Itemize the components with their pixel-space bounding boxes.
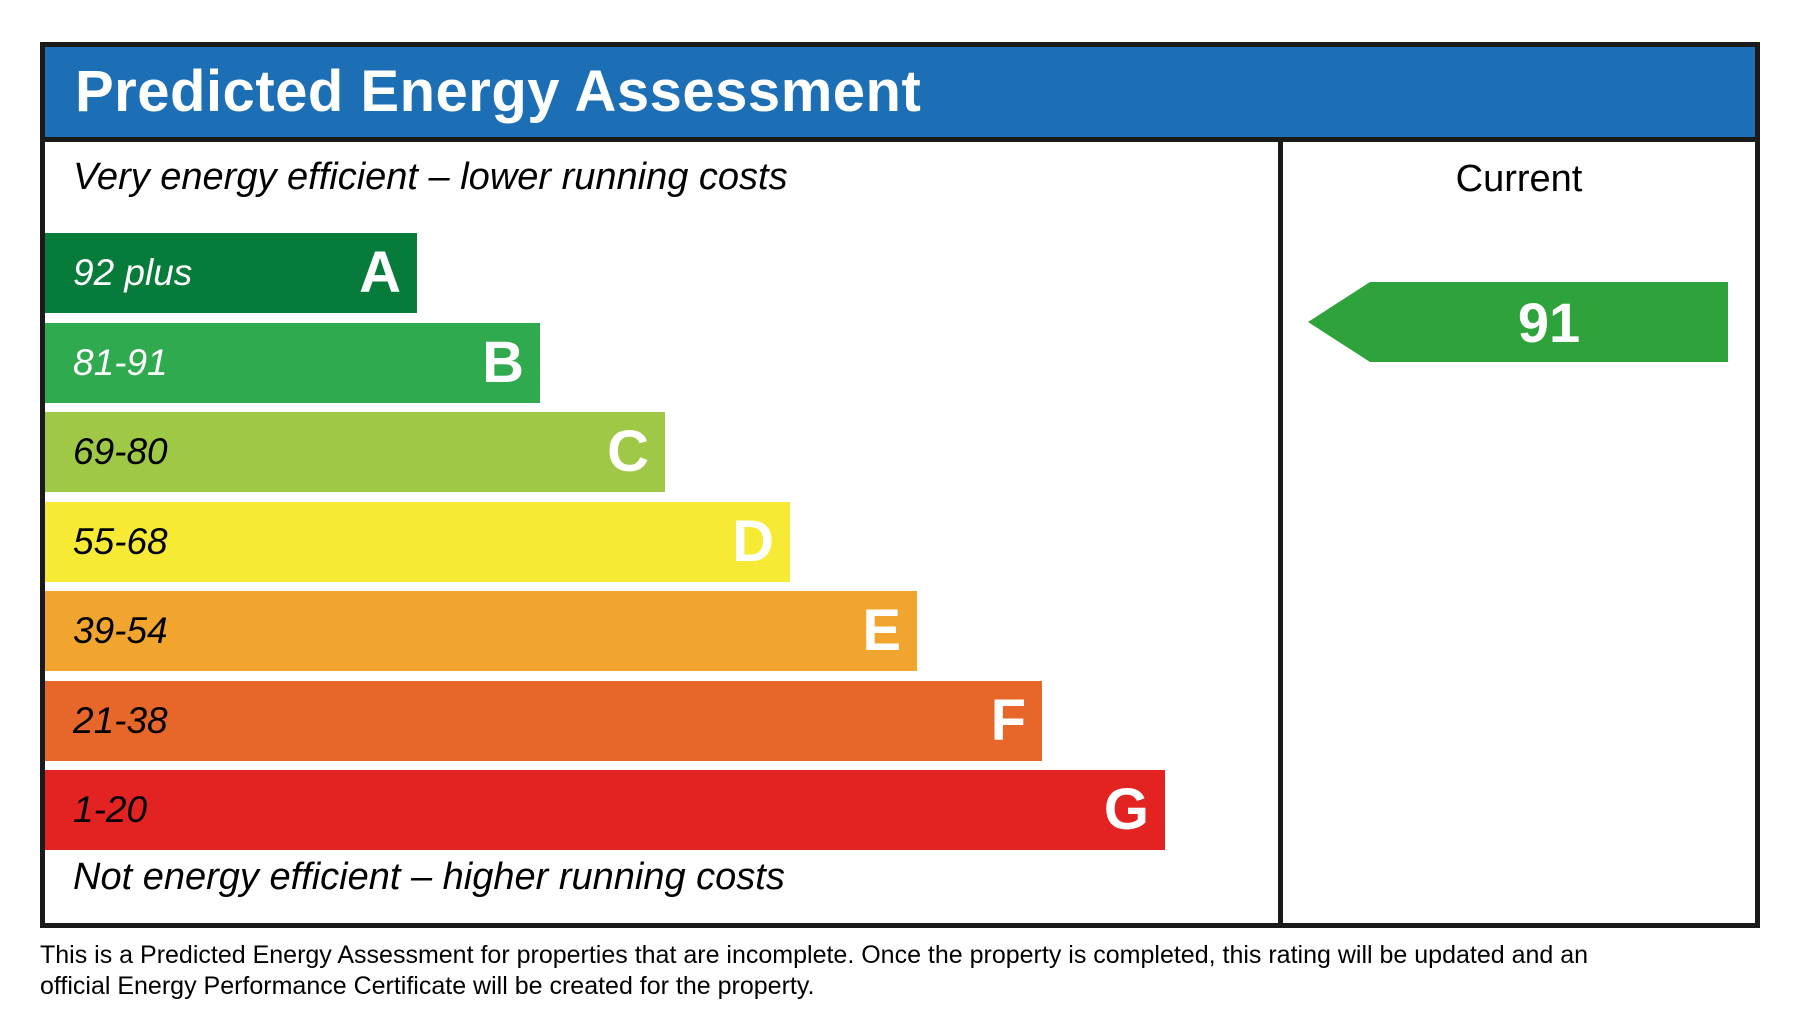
- band-letter: A: [359, 240, 401, 305]
- top-efficiency-label: Very energy efficient – lower running co…: [73, 156, 788, 198]
- band-range-label: 55-68: [73, 521, 168, 562]
- rating-band-e: 39-54 E: [45, 591, 917, 671]
- band-letter: B: [482, 330, 524, 395]
- band-range-label: 92 plus: [73, 252, 193, 293]
- panel-divider: [1278, 142, 1283, 923]
- chart-header: Predicted Energy Assessment: [45, 47, 1755, 142]
- band-range-label: 81-91: [73, 342, 168, 383]
- rating-band-d: 55-68 D: [45, 502, 790, 582]
- band-letter: D: [732, 509, 774, 574]
- left-arrow-icon: [1308, 282, 1728, 362]
- footer-line-2: official Energy Performance Certificate …: [40, 972, 815, 1000]
- band-range-label: 69-80: [73, 431, 168, 472]
- footer-disclaimer: This is a Predicted Energy Assessment fo…: [40, 940, 1588, 1002]
- rating-band-c: 69-80 C: [45, 412, 665, 492]
- bottom-efficiency-label: Not energy efficient – higher running co…: [73, 856, 785, 898]
- current-rating-arrow: 91: [1308, 282, 1728, 362]
- rating-band-b: 81-91 B: [45, 323, 540, 403]
- band-letter: G: [1103, 777, 1149, 842]
- band-letter: E: [862, 598, 901, 663]
- current-column-header: Current: [1455, 158, 1583, 200]
- rating-scale-panel: Very energy efficient – lower running co…: [45, 142, 1278, 923]
- current-rating-panel: Current 91: [1283, 142, 1755, 923]
- current-rating-value: 91: [1517, 290, 1581, 354]
- rating-band-g: 1-20 G: [45, 770, 1165, 850]
- footer-line-1: This is a Predicted Energy Assessment fo…: [40, 941, 1589, 969]
- band-range-label: 21-38: [73, 700, 168, 741]
- rating-band-f: 21-38 F: [45, 681, 1042, 761]
- page-title: Predicted Energy Assessment: [75, 59, 922, 124]
- certificate-box: Predicted Energy Assessment Very energy …: [40, 42, 1760, 928]
- band-range-label: 1-20: [73, 789, 148, 830]
- band-letter: F: [990, 688, 1026, 753]
- band-range-label: 39-54: [73, 610, 168, 651]
- rating-band-a: 92 plus A: [45, 233, 417, 313]
- chart-body: Very energy efficient – lower running co…: [45, 142, 1755, 923]
- band-letter: C: [607, 419, 649, 484]
